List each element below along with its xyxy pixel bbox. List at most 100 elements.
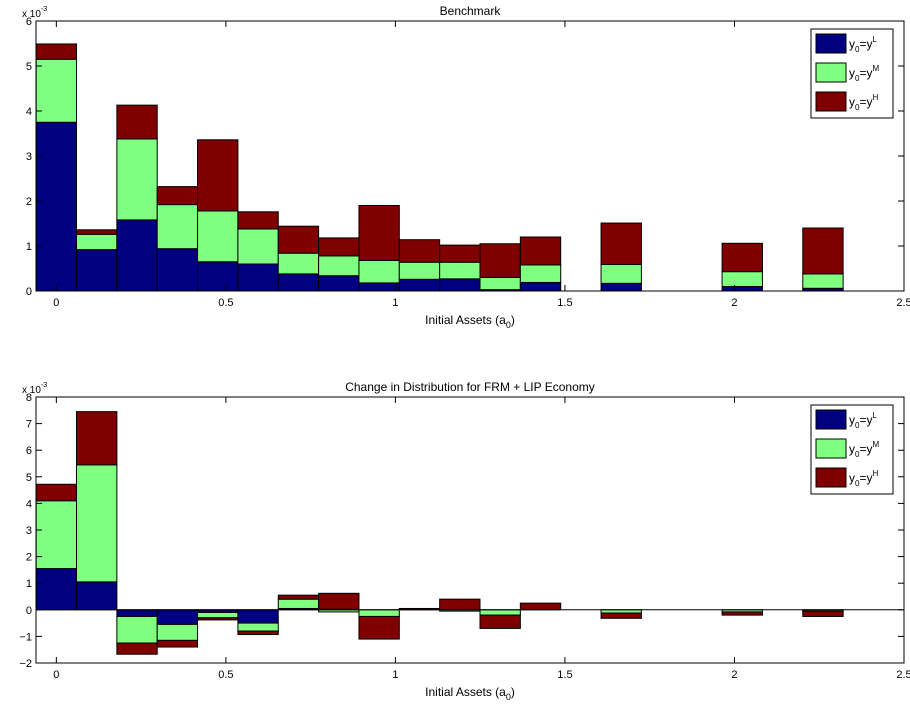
bar-high bbox=[358, 615, 400, 640]
y-tick-label: 0 bbox=[26, 605, 32, 617]
bar-low bbox=[116, 219, 158, 292]
bar-mid bbox=[116, 615, 158, 644]
bar-high bbox=[237, 630, 279, 636]
bar-mid bbox=[116, 138, 158, 221]
bar-mid bbox=[721, 271, 763, 287]
x-tick-label: 0 bbox=[53, 669, 59, 681]
bar-high bbox=[519, 236, 562, 266]
bar-high bbox=[318, 592, 360, 610]
bar-mid bbox=[318, 255, 360, 277]
bar-low bbox=[277, 273, 320, 292]
scale-factor: x 10-3 bbox=[22, 382, 47, 396]
legend-label: y0=yM bbox=[849, 440, 879, 459]
x-axis-label: Initial Assets (a0) bbox=[425, 313, 515, 330]
bar-high bbox=[600, 222, 642, 265]
legend-label: y0=yH bbox=[849, 469, 878, 488]
benchmark-chart: 0 0.5 1 1.5 2 2.5 0 1 2 3 4 5 6x 10-3 Benchmark Initia… bbox=[22, 4, 910, 330]
bar-mid bbox=[358, 259, 400, 284]
y-tick-label: 3 bbox=[26, 525, 32, 537]
bar-low bbox=[721, 286, 763, 292]
x-tick-label: 2 bbox=[731, 297, 737, 309]
bar-low bbox=[35, 568, 78, 611]
bar-mid bbox=[156, 204, 199, 250]
bar-high bbox=[76, 229, 118, 235]
y-tick-label: 3 bbox=[26, 151, 32, 163]
y-tick-label: 2 bbox=[26, 196, 32, 208]
legend-swatch-mid bbox=[815, 438, 847, 459]
y-tick-label: 4 bbox=[26, 106, 32, 118]
bar-high bbox=[439, 244, 481, 263]
bar-mid bbox=[802, 273, 844, 289]
bar-mid bbox=[76, 233, 118, 251]
bar-mid bbox=[197, 611, 239, 619]
bar-high bbox=[35, 43, 78, 60]
x-tick-label: 0 bbox=[53, 297, 59, 309]
bar-mid bbox=[277, 598, 320, 609]
bar-high bbox=[35, 483, 78, 502]
bar-high bbox=[721, 611, 763, 616]
bar-low bbox=[35, 121, 78, 292]
bar-high bbox=[600, 612, 642, 619]
bar-low bbox=[76, 581, 118, 611]
legend-label: y0=yL bbox=[849, 35, 877, 54]
bar-low bbox=[197, 261, 239, 292]
y-tick-label: 0 bbox=[26, 286, 32, 298]
bar-high bbox=[439, 598, 481, 611]
legend-label: y0=yH bbox=[849, 93, 878, 112]
bar-high bbox=[156, 186, 199, 206]
bar-high bbox=[519, 602, 562, 611]
legend-label: y0=yM bbox=[849, 64, 879, 83]
y-tick-label: 2 bbox=[26, 552, 32, 564]
chart-title: Benchmark bbox=[440, 4, 502, 18]
x-tick-label: 1 bbox=[392, 297, 398, 309]
bar-low bbox=[237, 609, 279, 624]
bar-high bbox=[721, 242, 763, 273]
bar-mid bbox=[35, 500, 78, 570]
bar-low bbox=[318, 275, 360, 292]
bar-high bbox=[277, 594, 320, 600]
bar-mid bbox=[358, 609, 400, 617]
bar-low bbox=[76, 249, 118, 292]
bar-high bbox=[76, 411, 118, 466]
bar-high bbox=[116, 104, 158, 140]
bar-mid bbox=[479, 277, 521, 291]
bar-high bbox=[479, 243, 521, 278]
bar-high bbox=[197, 139, 239, 212]
scale-factor: x 10-3 bbox=[22, 6, 47, 20]
bar-high bbox=[197, 617, 239, 621]
chart-title: Change in Distribution for FRM + LIP Eco… bbox=[345, 380, 595, 394]
bar-mid bbox=[237, 622, 279, 632]
bar-mid bbox=[76, 464, 118, 583]
x-tick-label: 2.5 bbox=[896, 297, 910, 309]
bar-mid bbox=[398, 261, 441, 280]
bar-low bbox=[600, 282, 642, 292]
x-tick-label: 0.5 bbox=[218, 297, 233, 309]
bar-low bbox=[398, 278, 441, 292]
y-tick-label: 1 bbox=[26, 578, 32, 590]
bar-high bbox=[479, 614, 521, 629]
bar-low bbox=[116, 609, 158, 617]
bar-high bbox=[398, 239, 441, 263]
x-tick-label: 0.5 bbox=[218, 669, 233, 681]
bar-mid bbox=[277, 252, 320, 275]
legend-swatch-mid bbox=[815, 62, 847, 83]
bar-mid bbox=[439, 261, 481, 280]
bar-high bbox=[237, 211, 279, 230]
bar-mid bbox=[197, 210, 239, 263]
bar-high bbox=[802, 227, 844, 275]
y-tick-label: 6 bbox=[26, 16, 32, 28]
y-tick-label: −2 bbox=[19, 658, 32, 670]
x-tick-label: 2.5 bbox=[896, 669, 910, 681]
x-tick-label: 1.5 bbox=[557, 297, 572, 309]
bar-high bbox=[318, 237, 360, 257]
bar-low bbox=[237, 263, 279, 292]
bar-mid bbox=[156, 623, 199, 641]
bar-mid bbox=[35, 58, 78, 123]
legend: y0=yL y0=yM y0=yH bbox=[810, 404, 894, 495]
bar-high bbox=[116, 642, 158, 655]
bar-mid bbox=[600, 263, 642, 284]
bar-mid bbox=[519, 264, 562, 283]
legend: y0=yL y0=yM y0=yH bbox=[810, 28, 894, 119]
legend-swatch-high bbox=[815, 467, 847, 488]
